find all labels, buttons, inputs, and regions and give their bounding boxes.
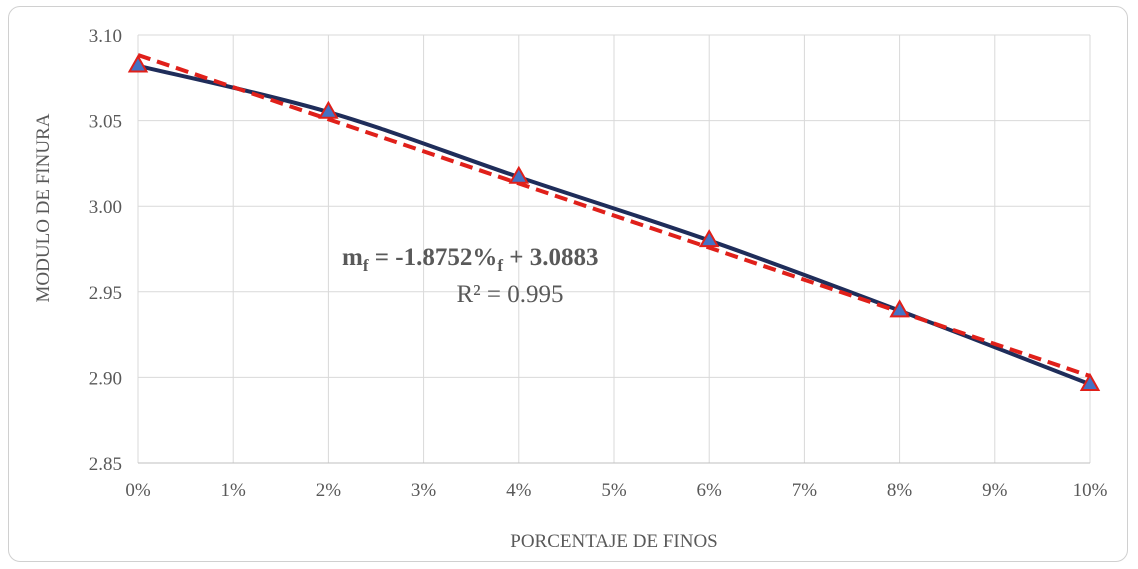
line-chart: 0% 1% 2% 3% 4% 5% 6% 7% 8% 9% 10% 2.85 2.90 2.95 3.00 3… xyxy=(33,26,1108,552)
x-tick-label: 2% xyxy=(316,480,342,501)
trendline-layer xyxy=(137,53,1091,378)
equation-lhs: m xyxy=(342,244,363,271)
markers xyxy=(127,54,1101,391)
y-tick-label: 3.10 xyxy=(89,26,122,47)
equation-mid: = -1.8752% xyxy=(369,244,498,271)
trendline xyxy=(137,53,1091,378)
y-tick-label: 2.95 xyxy=(89,283,122,304)
x-tick-label: 1% xyxy=(221,480,247,501)
data-point-marker xyxy=(127,54,149,73)
x-tick-label: 6% xyxy=(697,480,723,501)
x-tick-label: 8% xyxy=(887,480,913,501)
x-tick-label: 10% xyxy=(1073,480,1108,501)
data-point-marker xyxy=(889,299,910,318)
x-tick-label: 5% xyxy=(601,480,627,501)
y-tick-label: 2.85 xyxy=(89,454,122,475)
grid xyxy=(137,34,1091,464)
x-tick-label: 3% xyxy=(411,480,437,501)
data-point-marker xyxy=(508,165,530,184)
equation-rhs: + 3.0883 xyxy=(503,244,599,271)
x-tick-label: 7% xyxy=(792,480,818,501)
y-axis-title: MODULO DE FINURA xyxy=(33,113,54,302)
data-point-marker xyxy=(1079,372,1101,391)
y-tick-label: 3.00 xyxy=(89,197,122,218)
r-squared-label: R² = 0.995 xyxy=(456,281,563,308)
trend-equation: mf = -1.8752%f + 3.0883 xyxy=(342,244,599,275)
equation-mid-sub: f xyxy=(497,256,503,275)
y-tick-label: 2.90 xyxy=(89,368,122,389)
data-point-marker xyxy=(318,100,339,119)
x-tick-label: 4% xyxy=(506,480,532,501)
tick-labels: 0% 1% 2% 3% 4% 5% 6% 7% 8% 9% 10% 2.85 2.90 2.95 3.00 3… xyxy=(89,26,1108,501)
chart-frame: 0% 1% 2% 3% 4% 5% 6% 7% 8% 9% 10% 2.85 2.90 2.95 3.00 3… xyxy=(8,6,1128,562)
y-tick-label: 3.05 xyxy=(89,112,122,133)
x-axis-title: PORCENTAJE DE FINOS xyxy=(510,531,718,552)
data-point-marker xyxy=(698,229,720,248)
equation-lhs-sub: f xyxy=(363,256,369,275)
x-tick-label: 9% xyxy=(982,480,1008,501)
x-tick-label: 0% xyxy=(125,480,151,501)
